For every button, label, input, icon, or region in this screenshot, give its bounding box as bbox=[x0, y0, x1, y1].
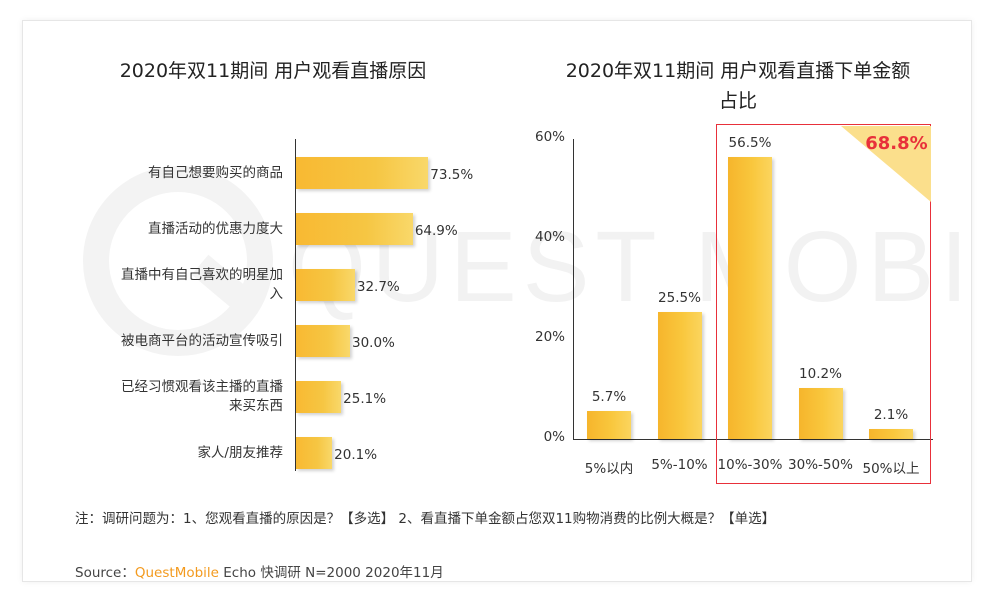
chart2-value-label: 2.1% bbox=[873, 406, 909, 423]
chart1-bar bbox=[296, 157, 429, 189]
chart1-value-label: 32.7% bbox=[356, 279, 400, 295]
chart2-bar bbox=[869, 428, 913, 439]
chart1-category-label: 直播中有自己喜欢的明星加入 bbox=[121, 267, 283, 302]
chart1-category-label: 直播活动的优惠力度大 bbox=[148, 220, 283, 237]
chart2-x-tick: 5%以内 bbox=[584, 461, 634, 477]
chart2-bar bbox=[728, 156, 772, 439]
chart2-highlight-box bbox=[715, 124, 932, 484]
chart2-y-axis bbox=[573, 139, 574, 439]
chart1-value-label: 30.0% bbox=[352, 335, 395, 351]
chart2-y-tick: 20% bbox=[534, 329, 565, 345]
chart2-value-label: 56.5% bbox=[728, 134, 772, 151]
chart1-category-label: 被电商平台的活动宣传吸引 bbox=[121, 332, 283, 349]
chart2-x-tick: 50%以上 bbox=[862, 461, 920, 477]
chart1-bar bbox=[296, 269, 355, 301]
chart2-bar bbox=[587, 410, 631, 439]
chart1-value-label: 20.1% bbox=[334, 447, 378, 463]
chart1-category-label: 家人/朋友推荐 bbox=[197, 444, 283, 461]
source-rest: Echo 快调研 N=2000 2020年11月 bbox=[218, 565, 444, 581]
chart2-highlight-value: 68.8% bbox=[865, 133, 928, 154]
chart2-value-label: 25.5% bbox=[658, 289, 701, 306]
chart1-category-label: 有自己想要购买的商品 bbox=[148, 164, 283, 181]
chart2-x-tick: 10%-30% bbox=[717, 457, 783, 473]
chart2-x-tick: 30%-50% bbox=[788, 457, 853, 473]
chart2-value-label: 10.2% bbox=[799, 366, 842, 382]
chart1-category-label: 已经习惯观看该主播的直播 来买东西 bbox=[121, 379, 283, 414]
chart1-axis bbox=[295, 139, 296, 471]
chart2-x-tick: 5%-10% bbox=[651, 457, 708, 473]
chart2-x-axis bbox=[573, 439, 933, 440]
chart2-bar bbox=[798, 388, 843, 439]
chart2-highlight-corner bbox=[840, 125, 931, 202]
chart2-value-label: 5.7% bbox=[591, 388, 627, 405]
chart2-y-tick: 60% bbox=[534, 129, 565, 145]
chart1-title: 2020年双11期间 用户观看直播原因 bbox=[119, 60, 427, 82]
chart1-value-label: 25.1% bbox=[343, 391, 387, 407]
chart2-y-tick: 0% bbox=[543, 429, 565, 445]
chart1-value-label: 64.9% bbox=[414, 223, 458, 239]
footnote: 注：调研问题为：1、您观看直播的原因是？【多选】 2、看直播下单金额占您双11购… bbox=[75, 511, 776, 527]
chart1-bar bbox=[296, 437, 333, 469]
chart2-title: 2020年双11期间 用户观看直播下单金额 占比 bbox=[565, 60, 911, 112]
source-prefix: Source： bbox=[75, 565, 135, 581]
source-line: Source：QuestMobile Echo 快调研 N=2000 2020年… bbox=[75, 561, 444, 581]
chart2-y-tick: 40% bbox=[534, 229, 565, 245]
chart1-bar bbox=[296, 381, 342, 413]
chart-card: QUEST MOBILE 2020年双11期间 用户观看直播原因 有自己想要购买… bbox=[22, 20, 972, 582]
source-brand: QuestMobile bbox=[134, 565, 219, 581]
chart1-bar bbox=[296, 325, 350, 357]
chart1-value-label: 73.5% bbox=[430, 167, 474, 183]
chart2-bar bbox=[657, 311, 702, 439]
chart1-bar bbox=[296, 213, 413, 245]
